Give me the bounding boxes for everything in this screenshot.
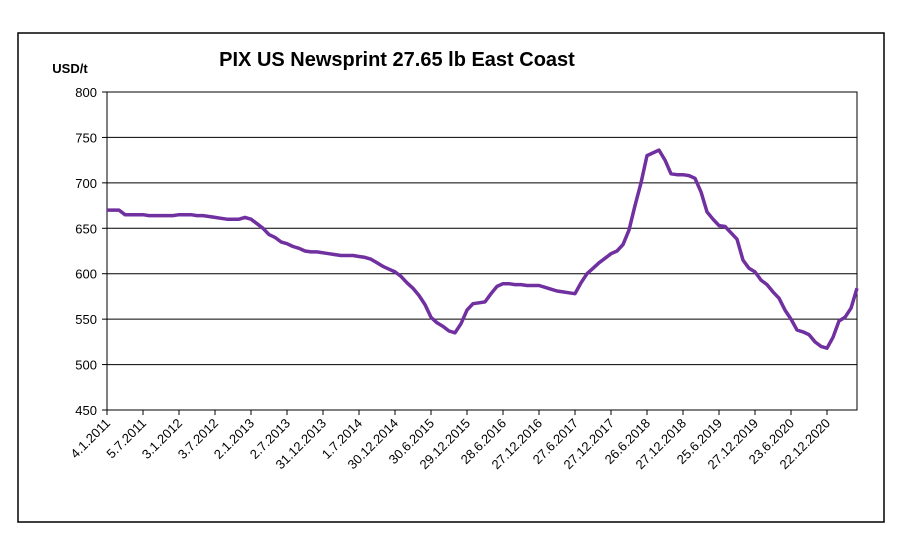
y-tick-label: 700 xyxy=(75,176,97,191)
y-tick-label: 800 xyxy=(75,85,97,100)
data-line xyxy=(107,148,859,350)
y-axis-label: USD/t xyxy=(52,61,88,76)
y-tick-label: 550 xyxy=(75,312,97,327)
plot-area xyxy=(106,91,858,411)
y-tick-label: 450 xyxy=(75,403,97,418)
y-tick-label: 600 xyxy=(75,267,97,282)
chart-frame xyxy=(17,32,885,523)
chart-title: PIX US Newsprint 27.65 lb East Coast xyxy=(219,49,575,71)
y-tick-label: 650 xyxy=(75,221,97,236)
y-tick-label: 750 xyxy=(75,130,97,145)
y-tick-label: 500 xyxy=(75,358,97,373)
